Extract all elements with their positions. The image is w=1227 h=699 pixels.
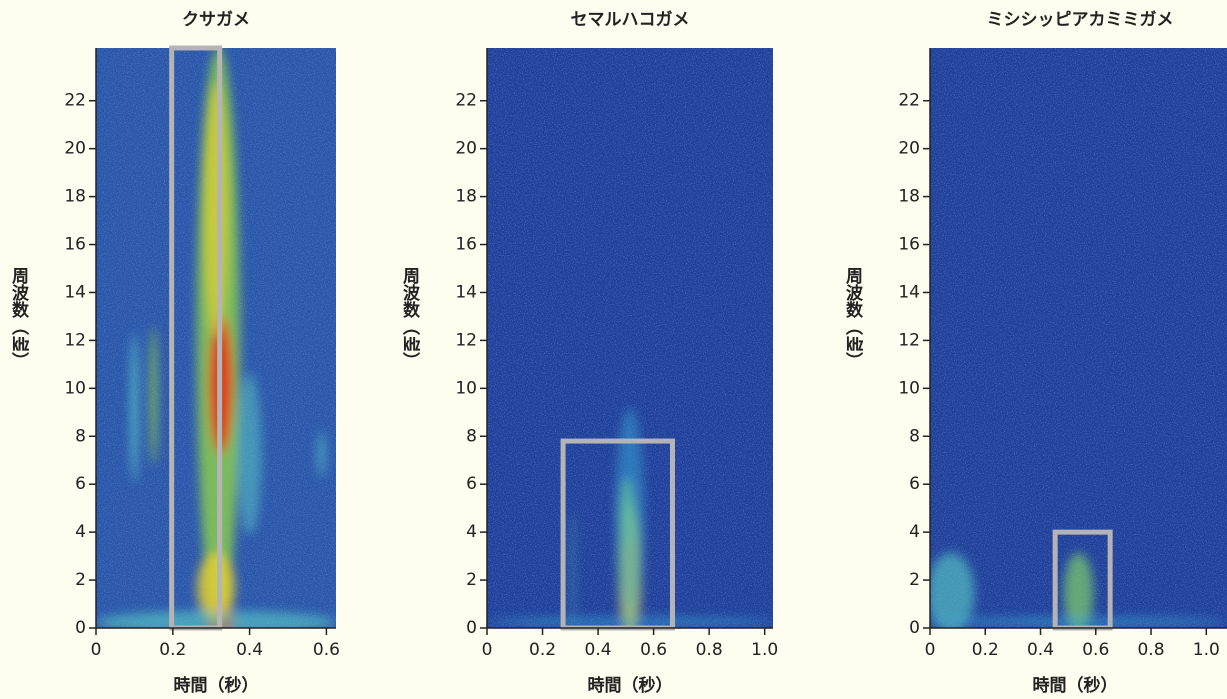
x-tick-label: 0.6 <box>1082 640 1109 660</box>
y-tick-label: 18 <box>898 187 920 207</box>
x-axis-label: 時間（秒） <box>588 675 673 696</box>
y-tick-label: 0 <box>466 618 477 638</box>
y-tick-label: 4 <box>75 522 86 542</box>
y-tick-label: 18 <box>64 187 86 207</box>
x-tick-label: 0.4 <box>236 640 263 660</box>
y-tick-label: 18 <box>455 187 477 207</box>
y-tick-label: 6 <box>466 474 477 494</box>
y-tick-label: 0 <box>75 618 86 638</box>
y-tick-label: 14 <box>898 282 920 302</box>
x-axis-label: 時間（秒） <box>174 675 259 696</box>
energy-blob <box>1063 552 1094 628</box>
y-tick-label: 2 <box>466 570 477 590</box>
chart-title: セマルハコガメ <box>571 10 690 30</box>
energy-blob <box>196 552 236 623</box>
chart-title: クサガメ <box>182 10 250 30</box>
y-tick-label: 10 <box>455 378 477 398</box>
y-tick-label: 8 <box>75 426 86 446</box>
x-tick-label: 0.4 <box>585 640 612 660</box>
panel: 0 2 4 6 8 10 12 14 16 18 20 22 0 0.2 0.4 0.6 0.8 1.0 ミシシッピ… <box>842 10 1227 696</box>
y-tick-label: 8 <box>909 426 920 446</box>
x-tick-label: 1.0 <box>1193 640 1220 660</box>
energy-blob <box>130 332 138 483</box>
x-tick-label: 0.2 <box>529 640 556 660</box>
x-tick-label: 0.4 <box>1027 640 1054 660</box>
energy-blob <box>571 512 575 628</box>
y-tick-label: 6 <box>909 474 920 494</box>
y-tick-label: 16 <box>455 235 477 255</box>
y-tick-label: 16 <box>898 235 920 255</box>
energy-blob <box>96 610 336 628</box>
chart-title: ミシシッピアカミミガメ <box>987 10 1174 30</box>
y-tick-label: 22 <box>64 91 86 111</box>
y-tick-label: 20 <box>898 139 920 159</box>
y-tick-label: 10 <box>898 378 920 398</box>
y-tick-label: 16 <box>64 235 86 255</box>
x-tick-label: 0.6 <box>313 640 340 660</box>
x-tick-label: 0 <box>925 640 936 660</box>
y-tick-label: 20 <box>64 139 86 159</box>
y-tick-label: 22 <box>898 91 920 111</box>
spectrogram <box>96 48 336 628</box>
y-tick-label: 14 <box>455 282 477 302</box>
y-tick-label: 12 <box>898 330 920 350</box>
energy-blob <box>316 430 327 478</box>
x-tick-label: 0.8 <box>1137 640 1164 660</box>
x-tick-label: 0.8 <box>696 640 723 660</box>
y-tick-label: 20 <box>455 139 477 159</box>
x-tick-label: 1.0 <box>751 640 778 660</box>
x-tick-label: 0 <box>482 640 493 660</box>
y-tick-label: 4 <box>466 522 477 542</box>
energy-blob <box>930 616 1227 628</box>
x-tick-label: 0 <box>91 640 102 660</box>
energy-blob <box>615 407 645 617</box>
y-tick-label: 0 <box>909 618 920 638</box>
y-tick-label: 22 <box>455 91 477 111</box>
x-tick-label: 0.6 <box>640 640 667 660</box>
y-tick-label: 12 <box>64 330 86 350</box>
spectrogram <box>930 48 1227 628</box>
y-tick-label: 2 <box>909 570 920 590</box>
x-tick-label: 0.2 <box>159 640 186 660</box>
y-tick-label: 10 <box>64 378 86 398</box>
energy <box>487 407 773 628</box>
energy-blob <box>204 82 228 339</box>
energy-blob <box>930 552 975 628</box>
panel: 0 2 4 6 8 10 12 14 16 18 20 22 0 0.2 0.4 0.6 0.8 1.0 セマルハコ… <box>399 10 778 696</box>
y-tick-label: 4 <box>909 522 920 542</box>
y-tick-label: 2 <box>75 570 86 590</box>
y-tick-label: 6 <box>75 474 86 494</box>
spectrogram <box>487 48 773 628</box>
y-tick-label: 8 <box>466 426 477 446</box>
x-axis-label: 時間（秒） <box>1033 675 1118 696</box>
x-tick-label: 0.2 <box>972 640 999 660</box>
energy-blob <box>487 616 773 628</box>
energy <box>930 552 1227 628</box>
y-axis-label: 周波数（㎑） <box>8 267 29 369</box>
spectrogram-noise <box>930 48 1227 628</box>
y-axis-label: 周波数（㎑） <box>842 267 863 369</box>
energy-blob <box>150 326 158 466</box>
energy-blob <box>237 372 262 536</box>
y-tick-label: 14 <box>64 282 86 302</box>
y-tick-label: 12 <box>455 330 477 350</box>
y-axis-label: 周波数（㎑） <box>399 267 420 369</box>
